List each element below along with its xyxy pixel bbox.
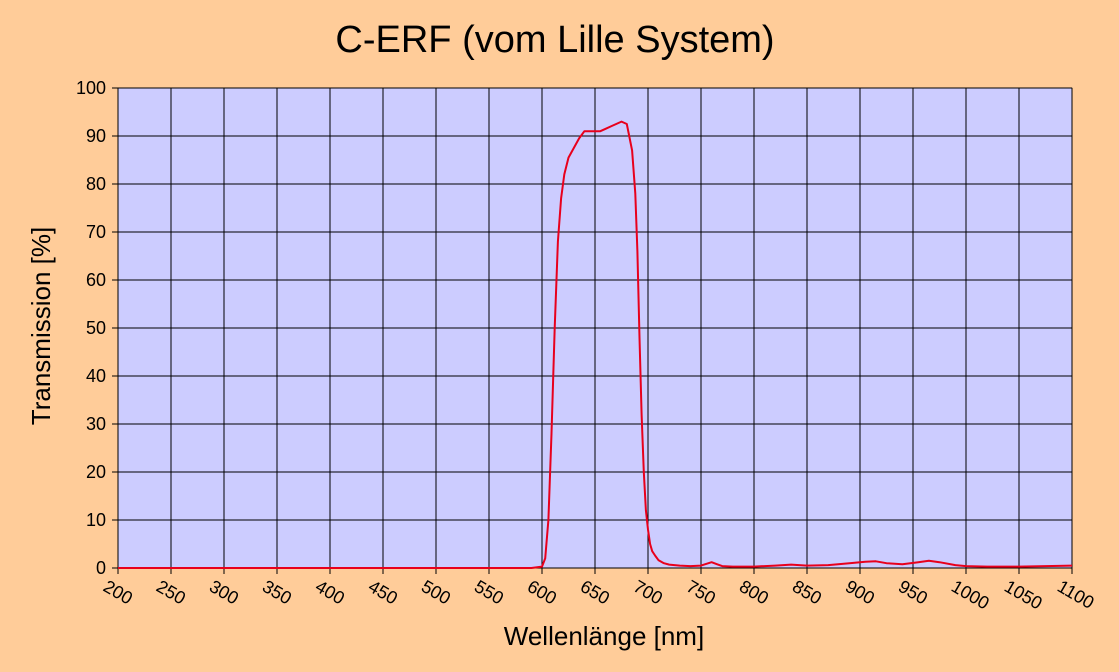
x-tick-label: 650: [577, 576, 613, 608]
x-tick-label: 1050: [1001, 576, 1046, 613]
x-axis-ticks: 200 250 300 350 400 450 500 550 600 650 700 750 800 8…: [100, 576, 1098, 613]
x-tick-label: 250: [153, 576, 189, 608]
x-tick-label: 800: [736, 576, 772, 608]
x-tick-label: 600: [524, 576, 560, 608]
transmission-curve: [118, 120, 1073, 569]
y-tick-label: 50: [86, 318, 106, 338]
y-tick-label: 20: [86, 462, 106, 482]
x-tick-label: 1000: [948, 576, 993, 613]
y-tick-label: 60: [86, 270, 106, 290]
x-tick-label: 550: [471, 576, 507, 608]
y-tick-label: 40: [86, 366, 106, 386]
chart-title: C-ERF (vom Lille System): [335, 19, 774, 61]
x-tick-label: 200: [100, 576, 136, 608]
grid-lines: [112, 87, 1073, 574]
y-tick-label: 80: [86, 174, 106, 194]
x-axis-title: Wellenlänge [nm]: [504, 621, 704, 651]
y-axis-ticks: 0 10 20 30 40 50 60 70 80 90 100: [76, 78, 106, 578]
x-tick-label: 950: [895, 576, 931, 608]
y-tick-label: 70: [86, 222, 106, 242]
y-tick-label: 0: [96, 558, 106, 578]
y-tick-label: 10: [86, 510, 106, 530]
x-tick-label: 400: [312, 576, 348, 608]
x-tick-label: 300: [206, 576, 242, 608]
y-tick-label: 100: [76, 78, 106, 98]
x-tick-label: 1100: [1054, 576, 1098, 613]
x-tick-label: 750: [683, 576, 719, 608]
x-tick-label: 700: [630, 576, 666, 608]
x-tick-label: 850: [789, 576, 825, 608]
y-tick-label: 30: [86, 414, 106, 434]
x-tick-label: 500: [418, 576, 454, 608]
y-axis-title: Transmission [%]: [26, 227, 56, 425]
y-tick-label: 90: [86, 126, 106, 146]
x-tick-label: 450: [365, 576, 401, 608]
x-tick-label: 900: [842, 576, 878, 608]
x-tick-label: 350: [259, 576, 295, 608]
